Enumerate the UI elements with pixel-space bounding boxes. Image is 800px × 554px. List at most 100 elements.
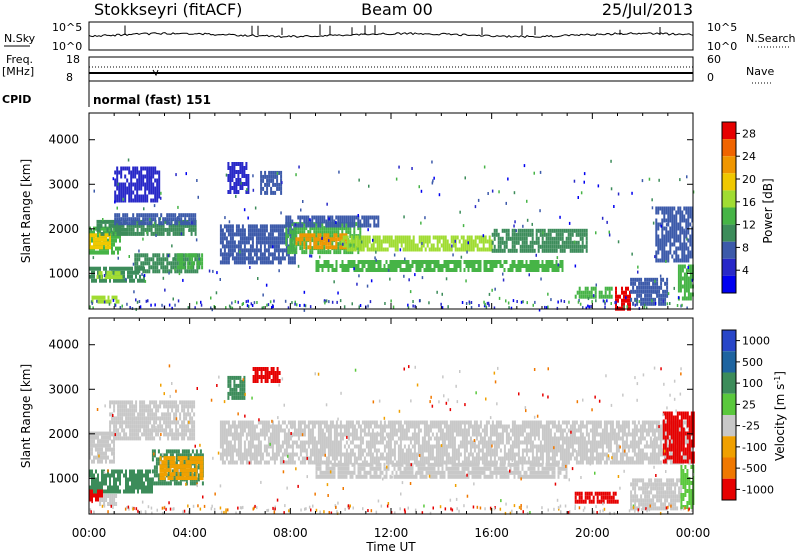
data-cell xyxy=(140,178,143,183)
data-cell xyxy=(156,186,159,191)
noise-cell xyxy=(637,270,639,274)
data-cell xyxy=(174,221,177,226)
ground-scatter-cell xyxy=(662,299,665,303)
ground-scatter-cell xyxy=(384,302,386,305)
data-cell xyxy=(363,460,366,465)
data-cell xyxy=(219,232,222,237)
data-cell xyxy=(95,237,97,242)
data-cell xyxy=(323,436,326,441)
data-cell xyxy=(124,186,127,191)
data-cell xyxy=(123,436,126,441)
data-cell xyxy=(133,481,135,486)
data-cell xyxy=(283,236,286,241)
data-cell xyxy=(600,294,603,299)
data-cell xyxy=(135,473,137,478)
data-cell xyxy=(487,268,490,272)
data-cell xyxy=(367,268,370,272)
data-cell xyxy=(275,428,278,433)
data-cell xyxy=(109,489,111,494)
data-cell xyxy=(428,247,431,252)
data-cell xyxy=(335,230,338,235)
data-cell xyxy=(464,247,467,252)
data-cell xyxy=(255,452,258,457)
data-cell xyxy=(162,221,165,226)
data-cell xyxy=(271,420,274,425)
data-cell xyxy=(115,481,117,486)
data-cell xyxy=(671,234,674,239)
data-cell xyxy=(417,264,420,268)
data-cell xyxy=(221,232,224,237)
noise-cell xyxy=(93,189,95,193)
noise-cell xyxy=(485,305,488,309)
data-cell xyxy=(117,278,119,283)
data-cell xyxy=(140,170,143,175)
data-cell xyxy=(687,230,690,235)
data-cell xyxy=(354,235,357,240)
noise-cell xyxy=(235,194,237,198)
data-cell xyxy=(323,420,326,425)
data-cell xyxy=(114,217,117,222)
data-cell xyxy=(103,498,106,502)
data-cell xyxy=(249,424,252,429)
data-cell xyxy=(93,473,95,478)
y-tick-label: 3000 xyxy=(48,177,79,191)
data-cell xyxy=(545,260,548,264)
data-cell xyxy=(590,290,593,295)
data-cell xyxy=(390,239,393,244)
noise-cell xyxy=(686,175,688,179)
data-cell xyxy=(478,235,481,240)
data-cell xyxy=(97,241,99,246)
data-cell xyxy=(617,298,619,303)
data-cell xyxy=(652,297,655,302)
data-cell xyxy=(183,408,186,413)
data-cell xyxy=(243,170,246,174)
data-cell xyxy=(493,248,496,253)
ground-scatter-cell xyxy=(231,306,234,310)
data-cell xyxy=(345,452,348,457)
data-cell xyxy=(102,219,105,224)
data-cell xyxy=(373,260,376,264)
data-cell xyxy=(129,404,132,409)
data-cell xyxy=(233,460,236,465)
ground-scatter-cell xyxy=(90,300,93,304)
data-cell xyxy=(133,432,136,437)
data-cell xyxy=(189,460,192,465)
data-cell xyxy=(321,428,324,433)
data-cell xyxy=(339,237,342,242)
ground-scatter-cell xyxy=(534,300,536,304)
data-cell xyxy=(179,468,182,473)
data-cell xyxy=(390,235,393,240)
data-cell xyxy=(265,432,268,437)
data-cell xyxy=(243,166,246,170)
noise-cell xyxy=(568,221,571,225)
data-cell xyxy=(225,240,228,245)
data-cell xyxy=(315,226,318,231)
data-cell xyxy=(237,174,240,178)
noise-cell xyxy=(112,298,115,302)
data-cell xyxy=(347,215,350,220)
data-cell xyxy=(103,489,105,494)
data-cell xyxy=(174,257,177,262)
data-cell xyxy=(93,237,95,242)
data-cell xyxy=(139,420,142,425)
data-cell xyxy=(164,219,167,224)
data-cell xyxy=(412,235,415,240)
data-cell xyxy=(235,162,238,166)
noise-cell xyxy=(90,228,93,232)
data-cell xyxy=(192,221,195,226)
noise-cell xyxy=(452,253,454,257)
data-cell xyxy=(124,182,127,187)
data-cell xyxy=(313,226,316,231)
data-cell xyxy=(251,440,254,445)
data-cell xyxy=(249,232,252,237)
data-cell xyxy=(323,226,326,231)
data-cell xyxy=(163,468,166,473)
data-cell xyxy=(627,302,629,307)
noise-cell xyxy=(498,296,501,300)
data-cell xyxy=(95,233,97,238)
data-cell xyxy=(251,428,254,433)
data-cell xyxy=(303,230,306,235)
noise-cell xyxy=(547,292,549,296)
data-cell xyxy=(691,218,694,223)
data-cell xyxy=(163,453,166,458)
